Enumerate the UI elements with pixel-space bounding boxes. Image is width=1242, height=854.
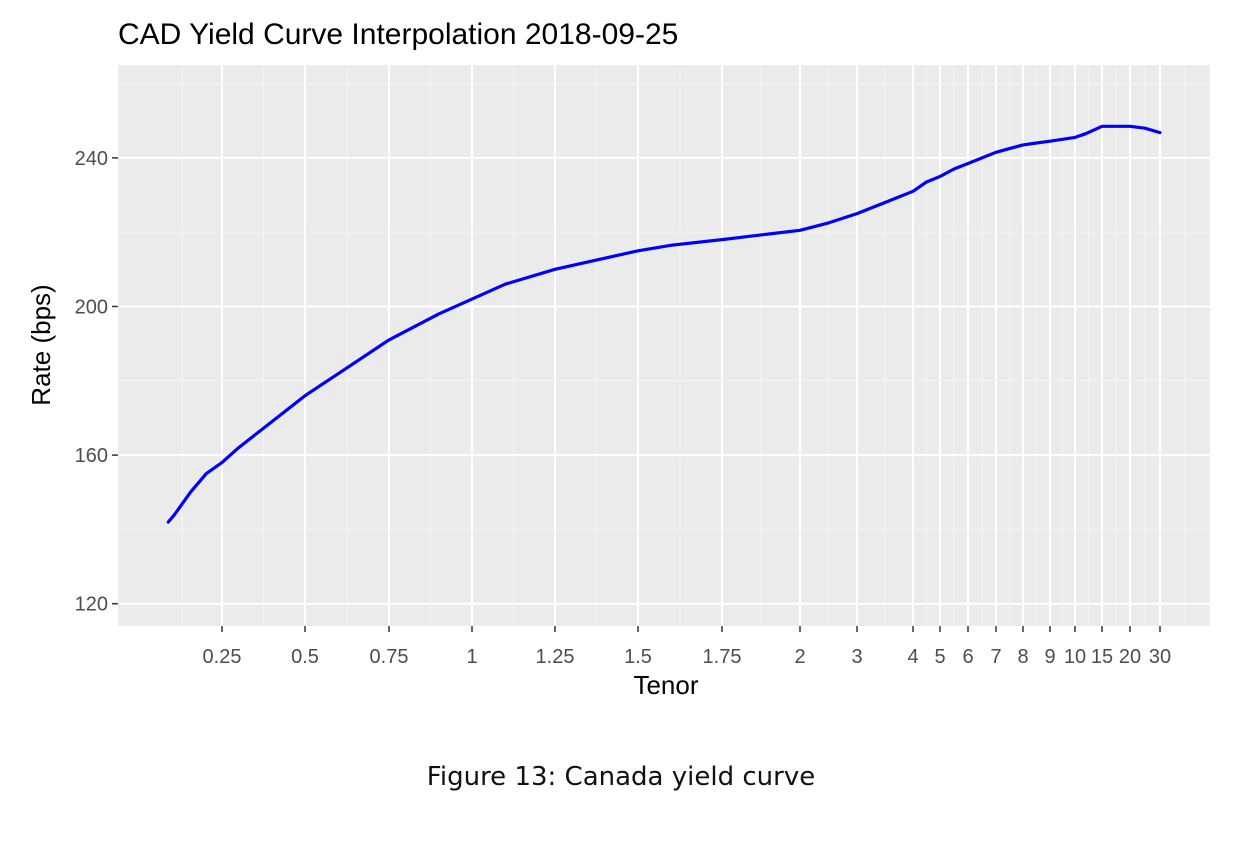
chart-title: CAD Yield Curve Interpolation 2018-09-25 (118, 18, 678, 51)
x-tick-label: 1.25 (536, 646, 575, 668)
figure-caption: Figure 13: Canada yield curve (426, 762, 816, 792)
y-axis: 120 160 200 240 (75, 148, 118, 616)
x-tick-label: 5 (934, 646, 945, 668)
y-tick-label: 200 (75, 296, 108, 318)
x-tick-label: 15 (1091, 646, 1113, 668)
x-tick-label: 20 (1119, 646, 1141, 668)
grid-major (118, 65, 1210, 626)
y-tick-label: 120 (75, 594, 108, 616)
x-tick-label: 8 (1017, 646, 1028, 668)
x-tick-label: 2 (794, 646, 805, 668)
x-tick-label: 9 (1044, 646, 1055, 668)
x-tick-label: 1.5 (624, 646, 652, 668)
y-tick-label: 160 (75, 445, 108, 467)
x-tick-label: 1.75 (703, 646, 742, 668)
plot-panel (118, 65, 1210, 626)
x-axis-label: Tenor (633, 670, 698, 700)
yield-curve-line (166, 124, 1162, 524)
x-tick-label: 6 (962, 646, 973, 668)
x-tick-label: 3 (851, 646, 862, 668)
x-tick-label: 1 (466, 646, 477, 668)
yield-curve-chart: CAD Yield Curve Interpolation 2018-09-25… (26, 18, 1210, 700)
y-tick-label: 240 (75, 148, 108, 170)
x-tick-label: 0.25 (203, 646, 242, 668)
x-axis: 0.25 0.5 0.75 1 1.25 1.5 1.75 2 3 4 5 6 7 8 9 10 15 20 30 (203, 626, 1171, 668)
y-axis-label: Rate (bps) (26, 284, 56, 405)
x-tick-label: 4 (907, 646, 918, 668)
x-tick-label: 30 (1149, 646, 1171, 668)
x-tick-label: 7 (990, 646, 1001, 668)
x-tick-label: 10 (1064, 646, 1086, 668)
x-tick-label: 0.5 (291, 646, 319, 668)
x-tick-label: 0.75 (370, 646, 409, 668)
